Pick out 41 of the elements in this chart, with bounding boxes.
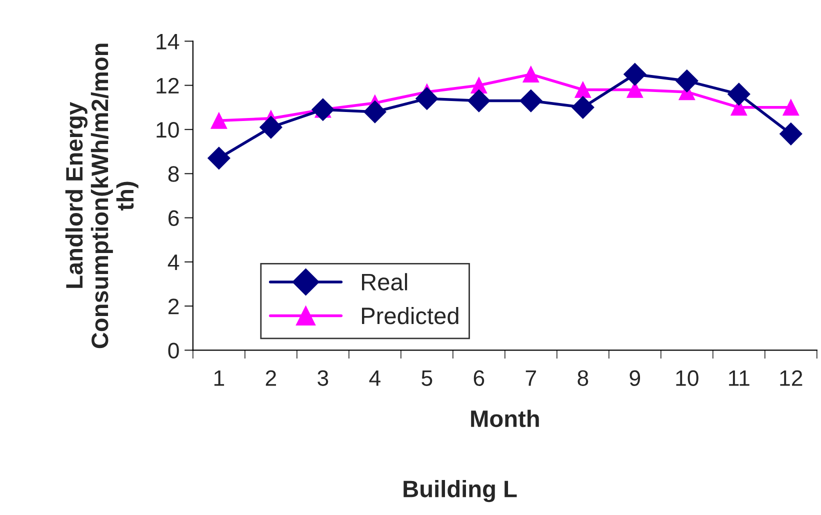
x-tick-label: 1 bbox=[214, 370, 224, 386]
text: Building L bbox=[404, 480, 517, 502]
point bbox=[208, 146, 230, 170]
y-tick-label: 8 bbox=[168, 166, 179, 182]
y-tick-label: 6 bbox=[168, 210, 179, 226]
x-tick-label: 7 bbox=[526, 370, 536, 386]
x-tick-label: 9 bbox=[630, 370, 640, 386]
y-axis-title: Landlord Energy Consumption(kWh/m2/mon th) bbox=[65, 44, 138, 348]
x-tick-label: 5 bbox=[422, 370, 432, 386]
point bbox=[210, 112, 228, 129]
y-tick-label: 14 bbox=[156, 34, 180, 50]
point bbox=[260, 116, 282, 139]
x-axis-title: Month bbox=[471, 410, 539, 428]
x-tick-label: 3 bbox=[318, 370, 328, 386]
x-tick-label: 12 bbox=[780, 370, 802, 386]
y-tick-label: 2 bbox=[168, 298, 179, 314]
x-tick-label: 10 bbox=[676, 370, 698, 386]
point bbox=[468, 89, 490, 112]
y-tick-label: 12 bbox=[156, 78, 179, 94]
point bbox=[416, 87, 438, 110]
y-tick-label: 4 bbox=[168, 254, 180, 270]
y-tick-label: 10 bbox=[156, 122, 179, 138]
point bbox=[520, 89, 542, 112]
legend-label: Real bbox=[362, 273, 408, 290]
point bbox=[782, 99, 800, 116]
point bbox=[780, 122, 802, 146]
point bbox=[676, 70, 698, 92]
point bbox=[312, 98, 334, 121]
point bbox=[572, 96, 594, 119]
point bbox=[728, 82, 750, 106]
x-tick-label: 4 bbox=[369, 370, 380, 386]
x-tick-label: 6 bbox=[474, 370, 484, 386]
legend-label: Predicted bbox=[362, 306, 458, 324]
point bbox=[574, 82, 592, 98]
x-tick-label: 2 bbox=[266, 370, 276, 386]
x-tick-label: 8 bbox=[578, 370, 588, 386]
point bbox=[522, 66, 540, 82]
point bbox=[624, 62, 646, 86]
point bbox=[364, 100, 386, 124]
x-tick-label: 11 bbox=[729, 370, 750, 386]
y-tick-label: 0 bbox=[168, 342, 179, 358]
